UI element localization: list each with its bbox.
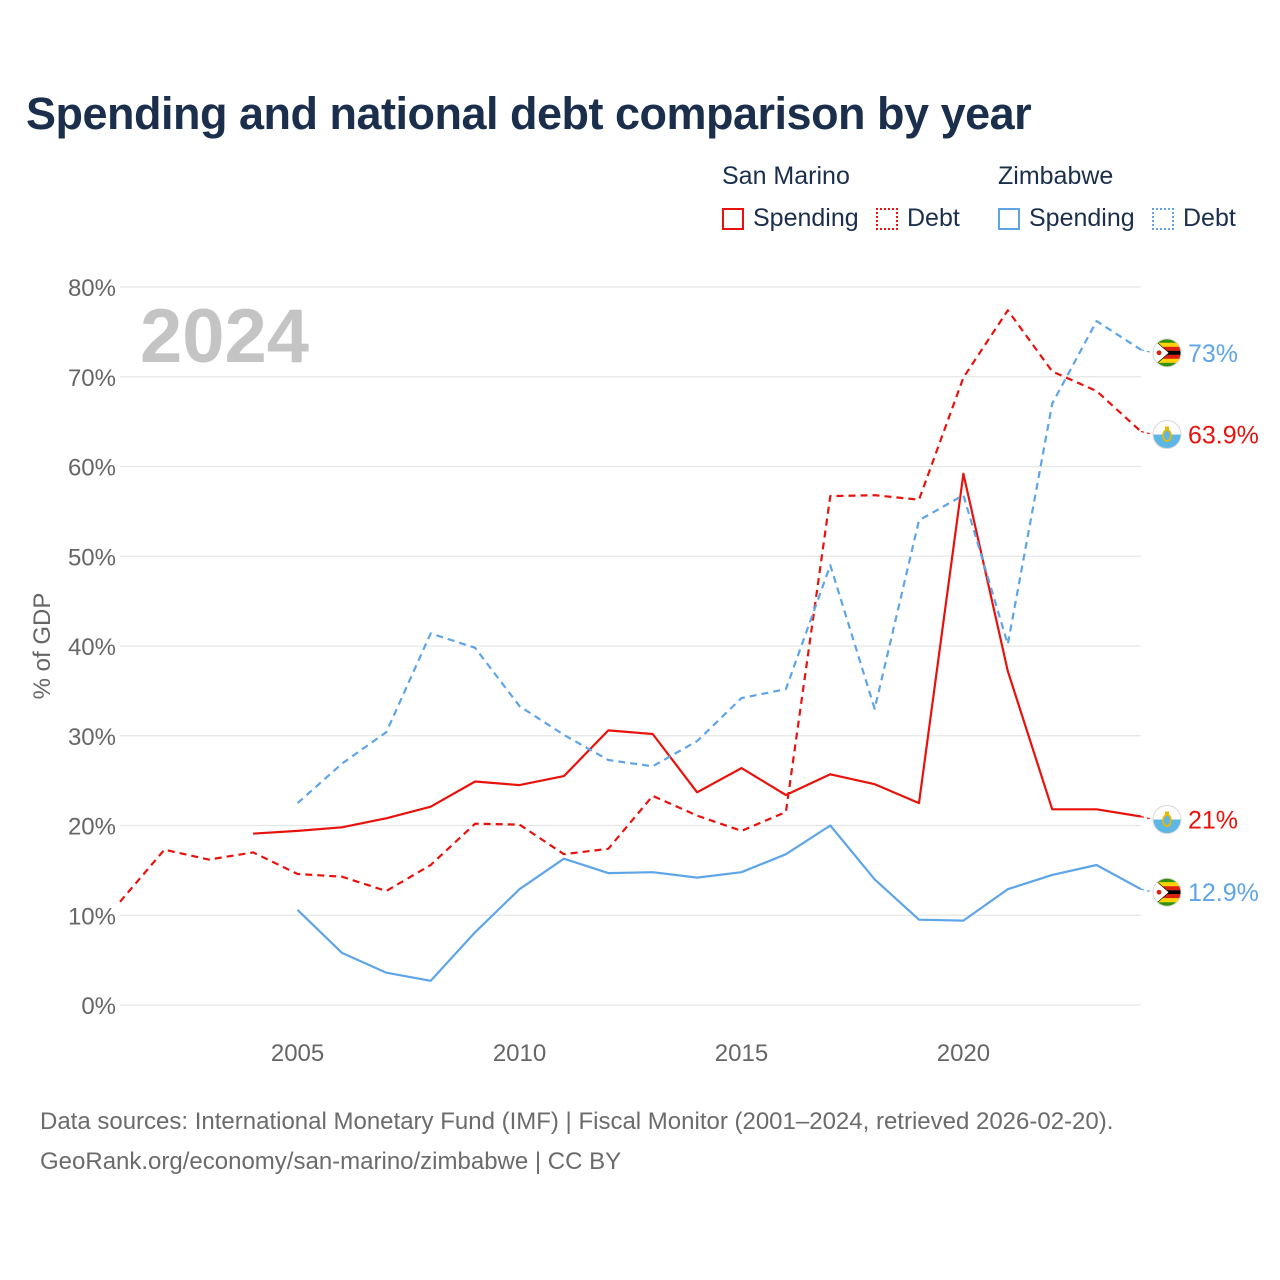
y-tick-label: 60%	[68, 455, 116, 482]
y-tick-label: 50%	[68, 544, 116, 571]
x-tick-label: 2010	[493, 1040, 546, 1067]
legend-swatch-dotted-blue	[1152, 207, 1174, 230]
legend-label: Spending	[1029, 204, 1135, 232]
end-value-label: 63.9%	[1188, 421, 1259, 449]
series-line-zimbabwe-debt[interactable]	[296, 320, 1142, 804]
end-value-label: 21%	[1188, 807, 1238, 835]
endpoint-leader	[1140, 430, 1154, 436]
zimbabwe-flag-icon	[1152, 877, 1182, 907]
endpoint-leader	[1140, 888, 1154, 893]
legend-swatch-solid-red	[722, 207, 744, 230]
san-marino-flag-icon	[1152, 805, 1182, 835]
legend-item-zimbabwe-debt[interactable]: Debt	[1152, 204, 1236, 233]
y-tick-label: 0%	[81, 993, 116, 1020]
y-tick-label: 40%	[68, 634, 116, 661]
zimbabwe-flag-icon	[1152, 338, 1182, 368]
legend-label: Debt	[1183, 204, 1236, 232]
endpoint-leader	[1140, 815, 1154, 821]
x-tick-label: 2005	[271, 1040, 324, 1067]
legend-swatch-dotted-red	[876, 207, 898, 230]
legend-country-san-marino: San Marino	[722, 162, 850, 190]
y-tick-label: 20%	[68, 814, 116, 841]
legend-item-zimbabwe-spending[interactable]: Spending	[998, 204, 1135, 233]
y-tick-label: 10%	[68, 903, 116, 930]
legend-item-san-marino-debt[interactable]: Debt	[876, 204, 960, 233]
y-tick-label: 30%	[68, 724, 116, 751]
legend-country-zimbabwe: Zimbabwe	[998, 162, 1114, 190]
series-line-zimbabwe-spending[interactable]	[296, 824, 1142, 982]
san-marino-flag-icon	[1152, 419, 1182, 449]
y-tick-label: 80%	[68, 275, 116, 302]
legend-swatch-solid-blue	[998, 207, 1020, 230]
x-tick-label: 2015	[715, 1040, 768, 1067]
y-axis-label: % of GDP	[29, 593, 56, 700]
year-watermark: 2024	[140, 294, 309, 379]
legend-item-san-marino-spending[interactable]: Spending	[722, 204, 859, 233]
endpoint-leader	[1140, 349, 1154, 354]
series-line-san-marino-debt[interactable]	[119, 309, 1142, 903]
footer-url: GeoRank.org/economy/san-marino/zimbabwe …	[40, 1148, 622, 1175]
end-value-label: 73%	[1188, 340, 1238, 368]
end-value-label: 12.9%	[1188, 879, 1259, 907]
y-tick-label: 70%	[68, 365, 116, 392]
footer-sources: Data sources: International Monetary Fun…	[40, 1108, 1114, 1135]
chart-title: Spending and national debt comparison by…	[26, 88, 1032, 139]
series-line-san-marino-spending[interactable]	[253, 472, 1142, 835]
legend-label: Spending	[753, 204, 859, 232]
x-tick-label: 2020	[937, 1040, 990, 1067]
legend-label: Debt	[907, 204, 960, 232]
